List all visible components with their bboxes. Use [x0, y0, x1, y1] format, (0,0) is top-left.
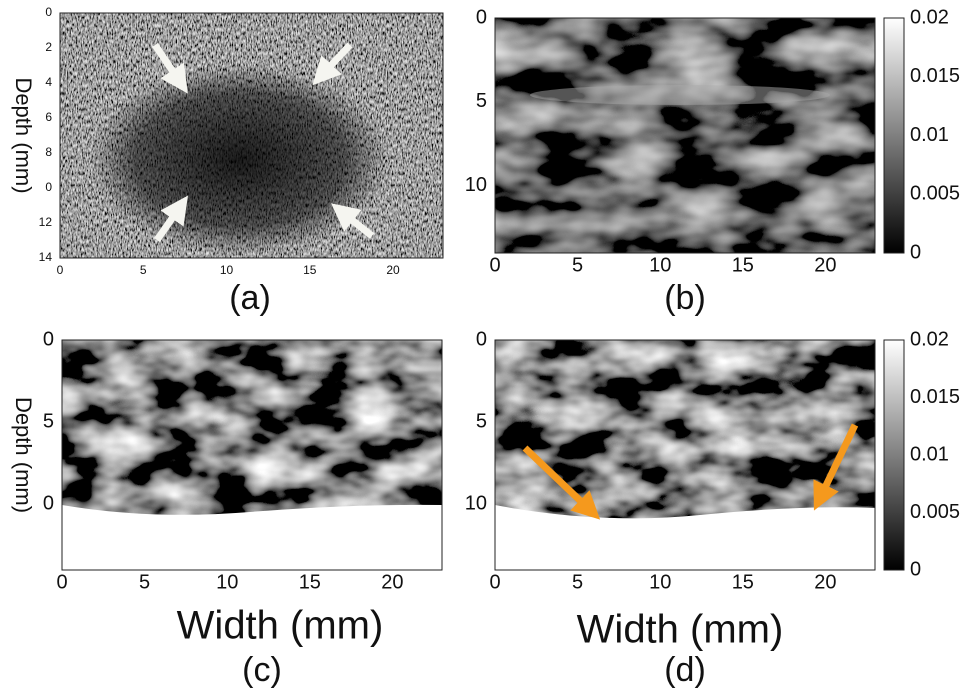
colorbar — [883, 339, 905, 571]
y-axis-label: Depth (mm) — [11, 77, 36, 193]
y-tick-label: 5 — [476, 410, 487, 432]
panel-label: (a) — [229, 279, 271, 317]
panel-label: (d) — [664, 651, 706, 689]
y-tick-label: 0 — [45, 5, 52, 19]
y-tick-label: 0 — [43, 493, 54, 515]
panel-label: (b) — [664, 279, 706, 317]
colorbar-tick-label: 0.02 — [910, 328, 949, 350]
x-tick-label: 10 — [649, 571, 671, 593]
colorbar-tick-label: 0.02 — [910, 6, 949, 28]
y-tick-label: 10 — [465, 493, 487, 515]
x-tick-label: 5 — [139, 571, 150, 593]
x-tick-label: 5 — [572, 571, 583, 593]
colorbar-tick-label: 0.005 — [910, 501, 960, 523]
elasticity-map — [494, 17, 905, 254]
panel-label: (c) — [242, 651, 282, 689]
y-tick-label: 0 — [476, 6, 487, 28]
x-tick-label: 15 — [303, 263, 317, 277]
x-tick-label: 5 — [572, 254, 583, 276]
colorbar-tick-label: 0 — [910, 558, 921, 580]
colorbar — [883, 17, 905, 254]
y-tick-label: 0 — [45, 180, 52, 194]
x-tick-label: 15 — [732, 571, 754, 593]
colorbar-tick-label: 0 — [910, 241, 921, 263]
y-tick-label: 0 — [476, 328, 487, 350]
colorbar-tick-label: 0.005 — [910, 183, 960, 205]
y-tick-label: 2 — [45, 40, 52, 54]
x-tick-label: 20 — [814, 254, 836, 276]
y-tick-label: 5 — [43, 410, 54, 432]
y-axis-label: Depth (mm) — [11, 397, 36, 513]
colorbar-tick-label: 0.01 — [910, 443, 949, 465]
y-tick-label: 5 — [476, 90, 487, 112]
y-tick-label: 0 — [43, 328, 54, 350]
colorbar-tick-label: 0.015 — [910, 386, 960, 408]
y-tick-label: 8 — [45, 145, 52, 159]
y-tick-label: 12 — [39, 215, 53, 229]
y-tick-label: 6 — [45, 110, 52, 124]
x-tick-label: 0 — [57, 263, 64, 277]
colorbar-tick-label: 0.01 — [910, 124, 949, 146]
x-tick-label: 20 — [814, 571, 836, 593]
x-tick-label: 10 — [220, 263, 234, 277]
elasticity-map — [494, 339, 905, 571]
x-axis-label: Width (mm) — [577, 608, 784, 652]
x-tick-label: 0 — [489, 571, 500, 593]
x-tick-label: 10 — [216, 571, 238, 593]
y-tick-label: 4 — [45, 75, 52, 89]
y-tick-label: 14 — [39, 250, 53, 264]
x-tick-label: 0 — [489, 254, 500, 276]
x-tick-label: 5 — [140, 263, 147, 277]
x-tick-label: 20 — [381, 571, 403, 593]
ultrasound-image — [59, 12, 444, 259]
x-tick-label: 20 — [386, 263, 400, 277]
x-tick-label: 10 — [649, 254, 671, 276]
y-tick-label: 10 — [465, 174, 487, 196]
elasticity-map — [61, 339, 443, 571]
x-tick-label: 0 — [56, 571, 67, 593]
x-tick-label: 15 — [732, 254, 754, 276]
x-axis-label: Width (mm) — [177, 604, 384, 648]
x-tick-label: 15 — [299, 571, 321, 593]
colorbar-tick-label: 0.015 — [910, 65, 960, 87]
